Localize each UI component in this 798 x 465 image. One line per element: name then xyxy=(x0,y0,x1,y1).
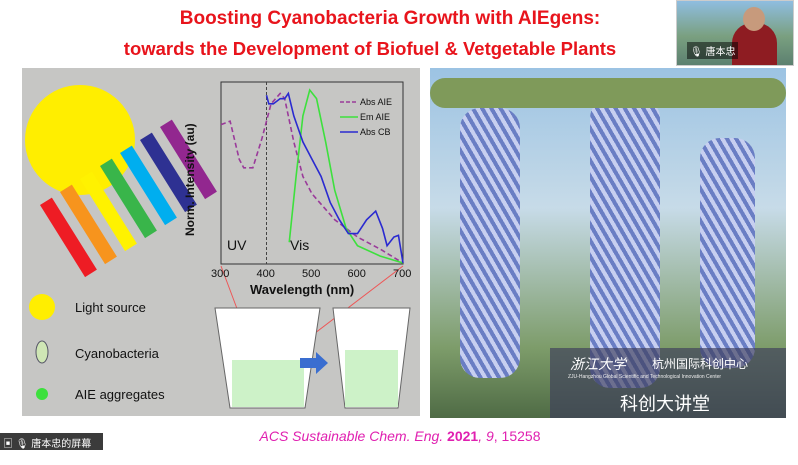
screen-share-indicator[interactable]: ▣ 🎙 唐本忠的屏幕共享 xyxy=(0,433,103,465)
center-name: 杭州国际科创中心 xyxy=(652,357,749,371)
spectrum-bars xyxy=(40,119,217,278)
x-tick-label: 500 xyxy=(302,268,321,280)
legend-cyanobacteria: Cyanobacteria xyxy=(75,346,159,361)
citation-volume: 9 xyxy=(485,428,494,444)
figure-graphics xyxy=(25,81,411,409)
zju-logo-text: 浙江大学 xyxy=(570,356,626,372)
legend-abs-cb: Abs CB xyxy=(360,127,391,137)
center-subtitle: ZJU-Hangzhou Global Scientific and Techn… xyxy=(568,374,722,380)
spectra-chart xyxy=(220,81,404,265)
vertical-farm-photo: 浙江大学 杭州国际科创中心 ZJU-Hangzhou Global Scient… xyxy=(430,68,786,418)
tower xyxy=(460,108,520,378)
slide-title-line1: Boosting Cyanobacteria Growth with AIEge… xyxy=(179,8,601,29)
x-tick-label: 400 xyxy=(256,268,275,280)
citation-page: , 15258 xyxy=(493,428,541,444)
arrow-icon xyxy=(300,352,328,374)
slide-title-line2: towards the Development of Biofuel & Vet… xyxy=(123,38,617,59)
x-tick-label: 300 xyxy=(211,268,230,280)
legend-em-aie: Em AIE xyxy=(360,112,391,122)
roof-garden xyxy=(430,78,786,108)
speaker-name-tag: 🎙 唐本忠 xyxy=(687,42,739,59)
plot-frame xyxy=(220,81,404,265)
cyanobacteria-icon xyxy=(35,340,49,364)
speaker-video[interactable]: 🎙 唐本忠 xyxy=(676,0,794,66)
citation: ACS Sustainable Chem. Eng. 2021, 9, 1525… xyxy=(259,428,541,444)
uv-label: UV xyxy=(227,237,247,253)
light-source-icon xyxy=(29,294,55,320)
logo-overlay xyxy=(550,348,786,418)
tower xyxy=(700,138,755,368)
speaker-head xyxy=(743,7,765,31)
aie-aggregate-icon xyxy=(36,388,48,400)
legend-aie-aggregates: AIE aggregates xyxy=(75,387,165,402)
lecture-title: 科创大讲堂 xyxy=(620,394,710,414)
y-axis-label: Norm. Intensity (au) xyxy=(183,123,197,236)
share-label: 唐本忠的屏幕共享 xyxy=(3,439,92,465)
x-tick-label: 600 xyxy=(347,268,366,280)
tower xyxy=(590,98,660,388)
citation-year: 2021 xyxy=(447,428,479,444)
vis-label: Vis xyxy=(290,237,310,253)
vial-after-liquid xyxy=(345,350,398,407)
x-tick-label: 700 xyxy=(393,268,412,280)
x-axis-label: Wavelength (nm) xyxy=(250,282,355,297)
legend-abs-aie: Abs AIE xyxy=(360,97,393,107)
speaker-name: 唐本忠 xyxy=(705,47,736,58)
legend-light-source: Light source xyxy=(75,300,146,315)
citation-journal: ACS Sustainable Chem. Eng. xyxy=(259,428,448,444)
series-line-abs-cb xyxy=(265,91,404,264)
vial-before-liquid xyxy=(232,360,304,407)
